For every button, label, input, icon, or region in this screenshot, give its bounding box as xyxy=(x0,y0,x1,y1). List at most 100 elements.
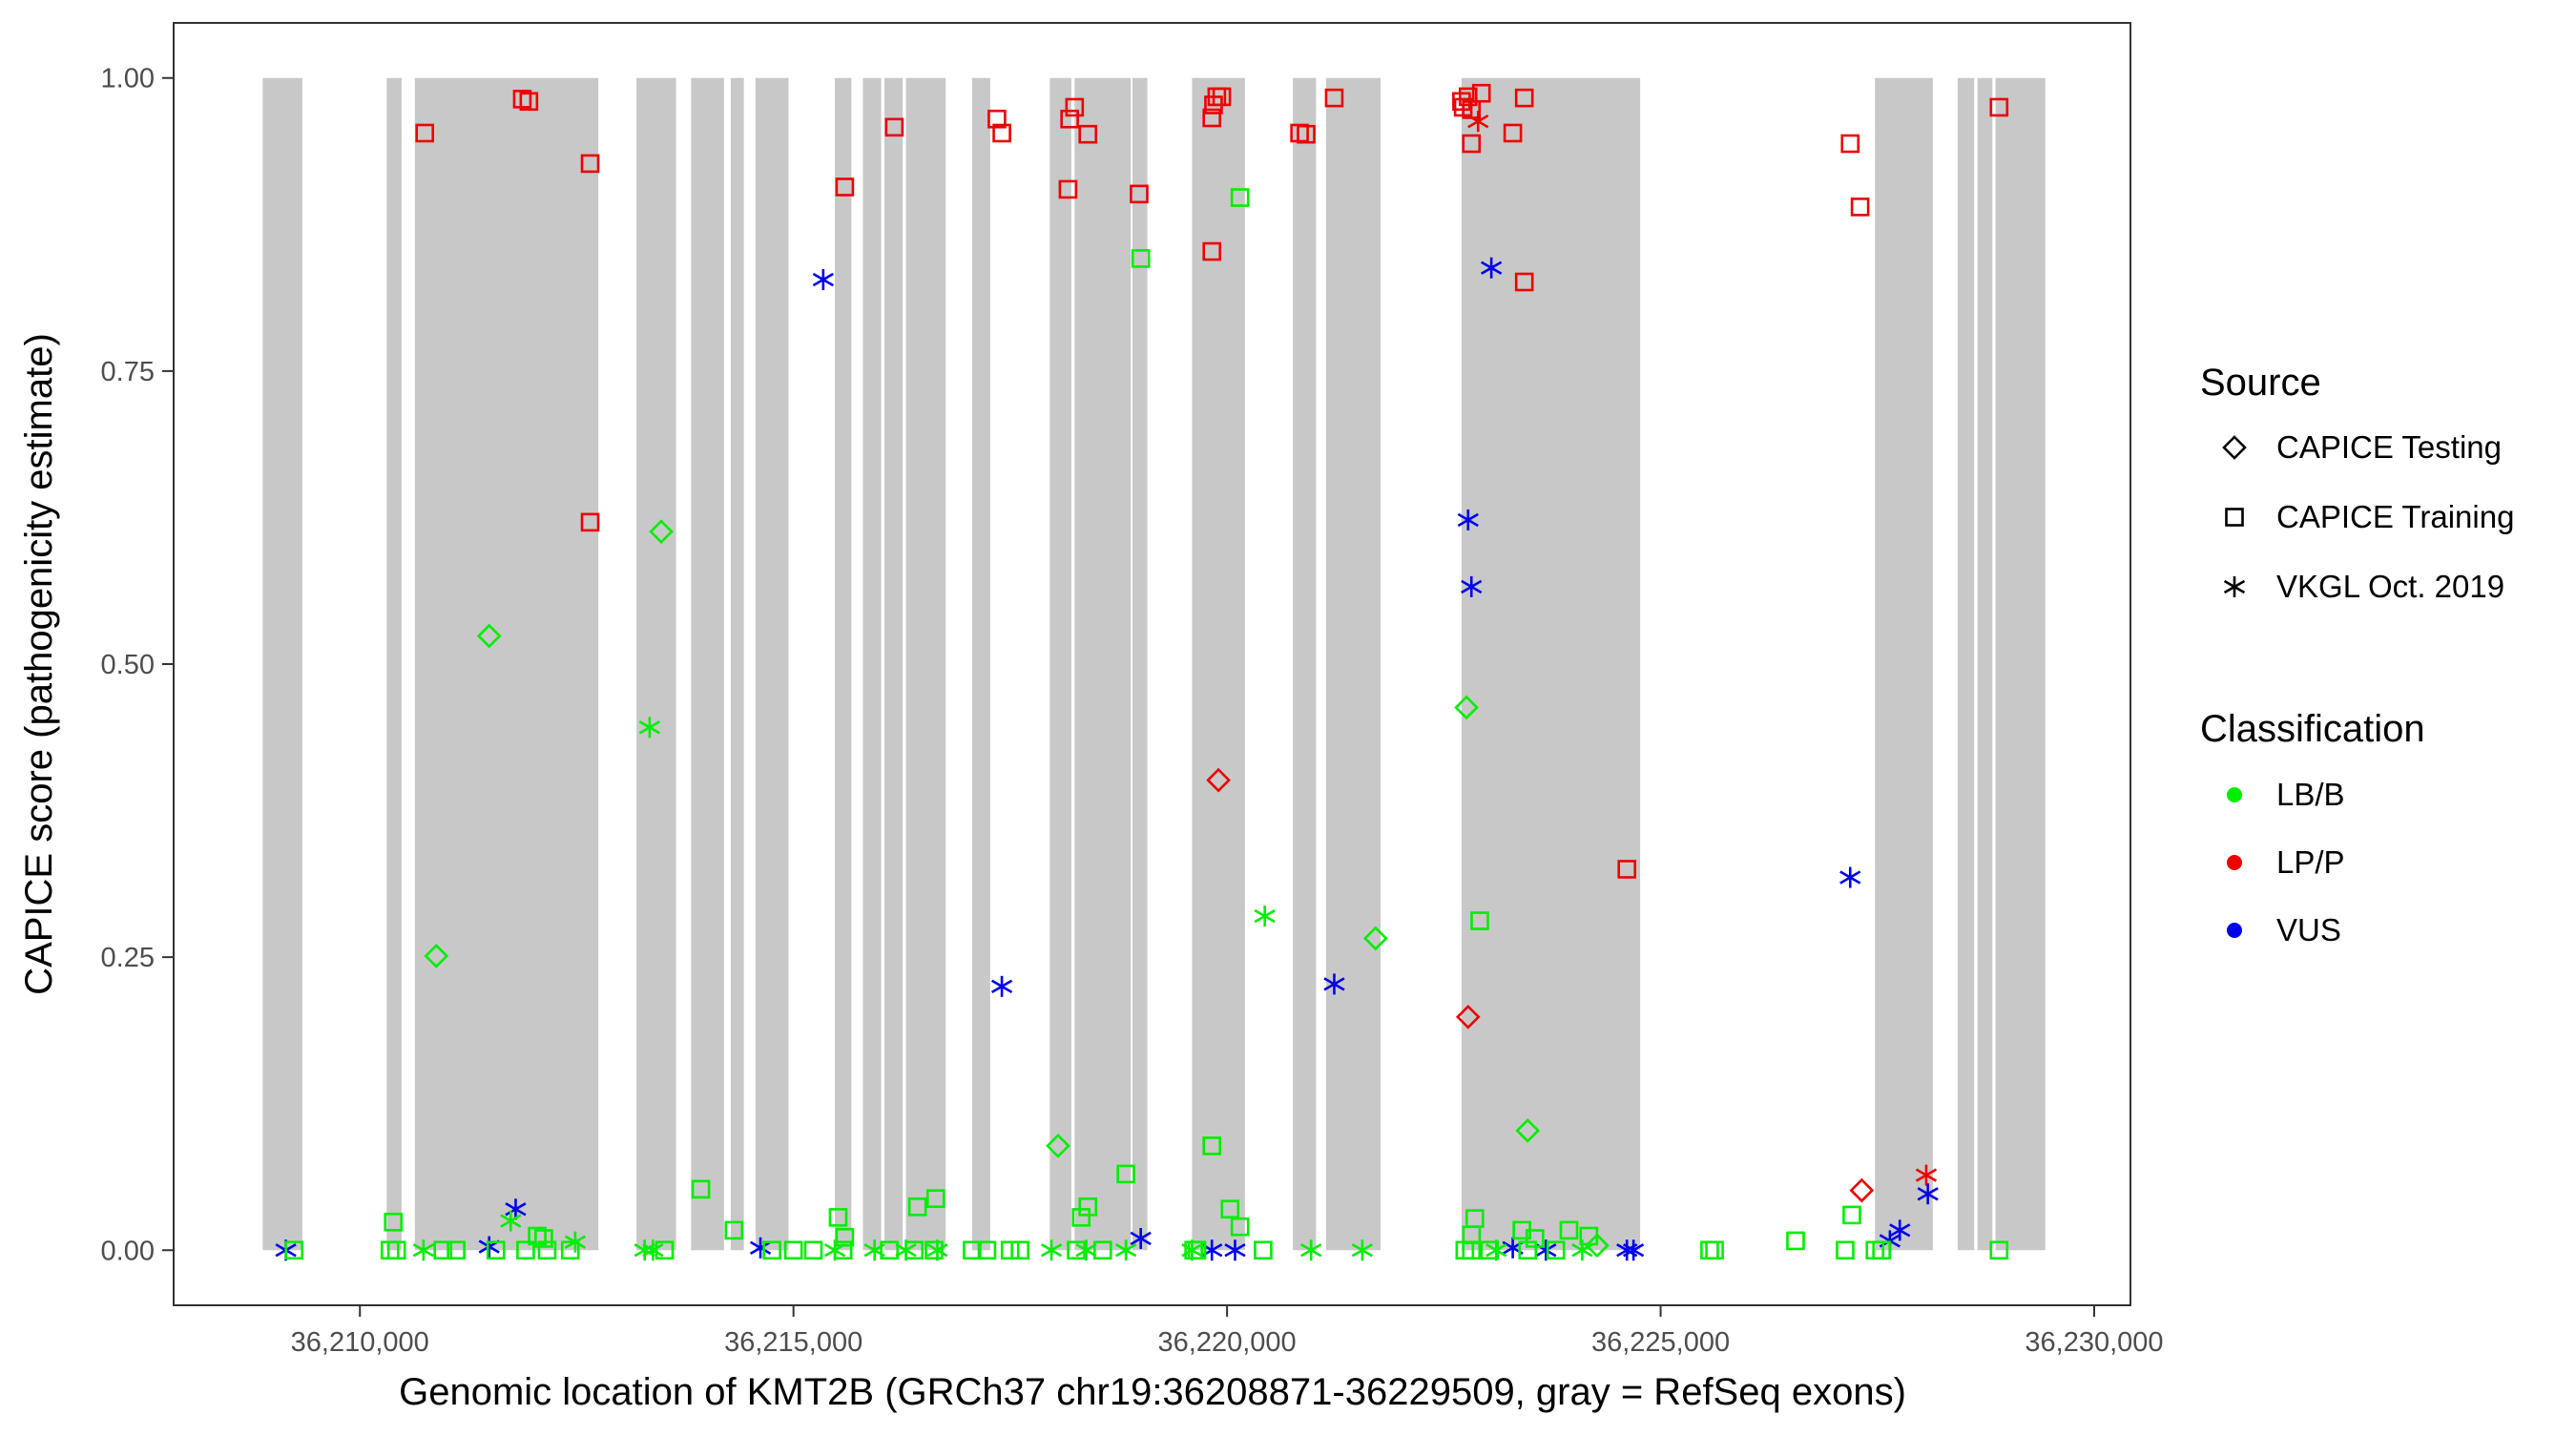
point-training-lp-p xyxy=(580,154,600,174)
point-training-lp-p xyxy=(1514,272,1534,292)
point-training-lb-b xyxy=(833,1240,853,1260)
point-training-lb-b xyxy=(762,1240,781,1260)
point-training-lb-b xyxy=(528,1226,547,1246)
point-vkgl-vus xyxy=(812,269,834,291)
exon-band xyxy=(1977,77,1993,1251)
point-training-lb-b xyxy=(1230,188,1250,207)
point-training-lb-b xyxy=(1579,1226,1599,1246)
legend-source-label: VKGL Oct. 2019 xyxy=(2276,569,2504,604)
legend-dot-icon xyxy=(2227,787,2242,802)
point-training-lp-p xyxy=(1462,134,1482,154)
point-vkgl-lb-b xyxy=(1115,1239,1137,1261)
legend-dot-icon xyxy=(2227,923,2242,938)
point-training-lp-p xyxy=(1065,97,1085,117)
point-training-lp-p xyxy=(1324,88,1344,108)
point-training-lp-p xyxy=(580,512,600,532)
legend-source-label: CAPICE Training xyxy=(2276,499,2514,534)
point-vkgl-vus xyxy=(990,975,1013,997)
point-testing-lb-b xyxy=(1585,1233,1610,1259)
point-vkgl-lb-b xyxy=(642,1239,664,1261)
point-training-lb-b xyxy=(907,1197,927,1217)
exon-band xyxy=(1461,77,1641,1251)
exon-band xyxy=(1074,77,1132,1251)
point-training-lb-b xyxy=(447,1240,466,1260)
exon-band xyxy=(755,77,789,1251)
point-training-lb-b xyxy=(925,1189,945,1209)
point-training-lb-b xyxy=(828,1208,848,1227)
point-vkgl-vus xyxy=(1130,1227,1152,1249)
point-training-lb-b xyxy=(384,1212,404,1232)
y-tick-label: 0.00 xyxy=(101,1236,155,1266)
point-training-lb-b xyxy=(1786,1231,1805,1251)
point-training-lb-b xyxy=(1067,1240,1086,1260)
exon-bands xyxy=(262,77,2046,1251)
y-tick-label: 0.25 xyxy=(101,943,155,973)
point-training-lb-b xyxy=(1220,1199,1240,1219)
x-tick-label: 36,210,000 xyxy=(291,1327,429,1358)
point-training-lp-p xyxy=(1202,108,1222,128)
point-training-lp-p xyxy=(835,177,855,197)
exon-band xyxy=(1325,77,1381,1251)
exon-band xyxy=(636,77,676,1251)
point-training-lb-b xyxy=(1462,1240,1482,1260)
legend-class-label: LB/B xyxy=(2276,777,2345,812)
point-training-lp-p xyxy=(987,109,1007,129)
point-testing-lp-p xyxy=(1455,1004,1481,1030)
point-training-lb-b xyxy=(284,1240,304,1260)
point-training-lp-p xyxy=(1989,97,2009,117)
point-vkgl-lb-b xyxy=(1254,905,1276,927)
point-vkgl-lb-b xyxy=(634,1239,655,1261)
point-vkgl-vus xyxy=(1224,1239,1246,1261)
point-training-lb-b xyxy=(963,1240,982,1260)
legend-asterisk-icon xyxy=(2223,576,2246,597)
point-vkgl-lb-b xyxy=(638,717,660,739)
point-training-lb-b xyxy=(1842,1205,1861,1225)
point-vkgl-lb-b xyxy=(1075,1239,1097,1261)
point-training-lb-b xyxy=(537,1240,557,1260)
point-training-lp-p xyxy=(1514,88,1534,108)
point-vkgl-vus xyxy=(1461,575,1483,597)
point-training-lb-b xyxy=(1254,1240,1273,1260)
point-vkgl-lb-b xyxy=(1300,1239,1322,1261)
point-training-lb-b xyxy=(783,1240,803,1260)
legend-dot-icon xyxy=(2227,855,2242,870)
point-training-lb-b xyxy=(924,1240,944,1260)
point-training-lb-b xyxy=(1131,249,1151,268)
point-testing-lp-p xyxy=(1206,767,1231,793)
point-training-lp-p xyxy=(1058,179,1078,199)
point-training-lb-b xyxy=(1480,1240,1500,1260)
point-vkgl-vus xyxy=(1457,509,1479,531)
point-training-lb-b xyxy=(835,1227,855,1247)
y-tick-label: 0.75 xyxy=(101,357,155,387)
point-training-lb-b xyxy=(1078,1197,1098,1217)
exon-band xyxy=(1875,77,1933,1251)
point-training-lb-b xyxy=(1230,1217,1250,1237)
exon-band xyxy=(691,77,724,1251)
point-training-lb-b xyxy=(1836,1240,1855,1260)
point-training-lb-b xyxy=(534,1229,553,1248)
exon-band xyxy=(1995,77,2046,1251)
legend: Source CAPICE Testing CAPICE Training VKGL… xyxy=(2200,362,2514,947)
point-vkgl-lb-b xyxy=(412,1239,434,1261)
point-vkgl-vus xyxy=(1623,1239,1645,1261)
point-training-lb-b xyxy=(433,1240,453,1260)
point-testing-lb-b xyxy=(476,623,502,649)
point-testing-lb-b xyxy=(649,519,674,545)
point-testing-lb-b xyxy=(1046,1134,1070,1158)
point-training-lp-p xyxy=(1503,123,1523,143)
point-training-lb-b xyxy=(1000,1240,1020,1260)
point-training-lp-p xyxy=(992,123,1011,143)
exon-band xyxy=(1049,77,1071,1251)
point-vkgl-vus xyxy=(1889,1219,1911,1241)
x-tick-label: 36,225,000 xyxy=(1591,1327,1730,1358)
y-axis: 0.00 0.25 0.50 0.75 1.00 xyxy=(101,64,174,1266)
legend-title-source: Source xyxy=(2200,362,2321,404)
legend-class-label: LP/P xyxy=(2276,844,2345,880)
point-training-lb-b xyxy=(1872,1240,1891,1260)
point-testing-lb-b xyxy=(1454,695,1479,720)
exon-band xyxy=(730,77,744,1251)
point-vkgl-vus xyxy=(505,1198,527,1220)
point-training-lp-p xyxy=(884,117,904,137)
y-tick-label: 0.50 xyxy=(101,650,155,680)
point-training-lb-b xyxy=(1092,1240,1112,1260)
